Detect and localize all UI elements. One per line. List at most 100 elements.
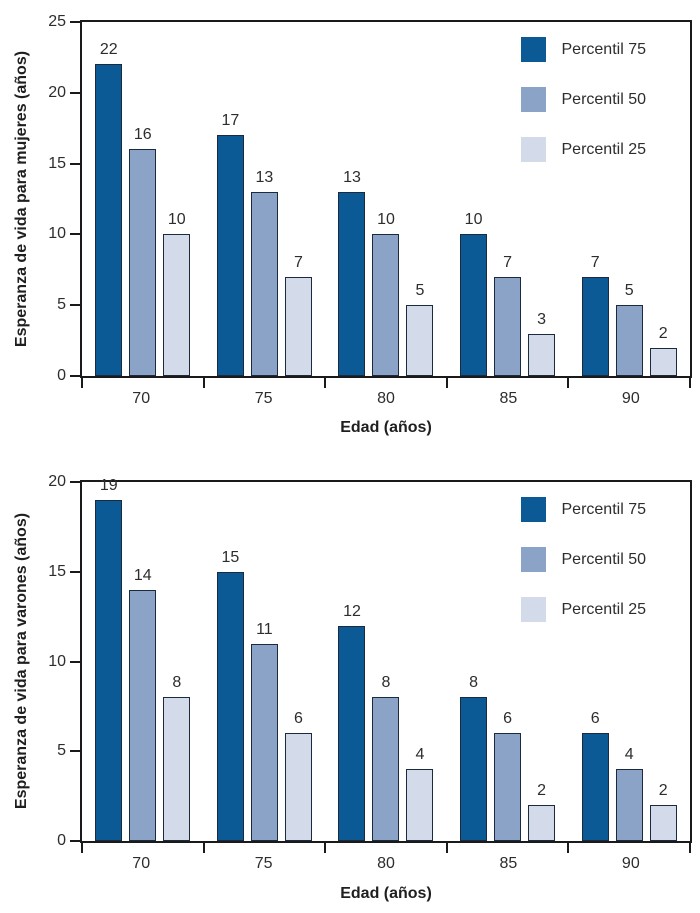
y-tick-label: 15 [48,154,66,172]
bar-percentil-75: 8 [460,675,488,841]
x-tick-mark [689,378,691,388]
bar-value-label: 22 [99,41,118,59]
x-tick-label: 75 [254,855,273,872]
y-tick-label: 5 [57,296,66,314]
x-tick-label: 85 [499,855,518,872]
bar-value-label: 15 [221,548,240,566]
bar-percentil-50: 6 [494,711,522,841]
legend-swatch-icon [520,597,546,622]
x-tick-label: 80 [377,390,395,407]
bar-percentil-75: 17 [216,113,244,376]
y-axis-title: Esperanza de vida para varones (años) [13,512,30,810]
bar-value-label: 12 [343,602,361,620]
x-tick-mark [445,843,448,853]
plot-area: 0 5 10 15 20 25 22 16 10 17 13 7 13 10 5 10 7 3 7 5 2 Perce… [48,14,692,388]
x-tick-mark [81,843,83,853]
legend-label: Percentil 25 [561,600,647,618]
bar-group-75: 15 11 6 [204,482,326,841]
bar-percentil-25: 10 [163,212,191,376]
y-tick-mark [70,375,80,377]
y-tick-label: 20 [48,473,66,490]
y-tick-mark [70,91,80,94]
x-tick-mark [689,843,691,853]
x-tick-mark [202,843,205,853]
x-tick-label: 70 [132,390,151,407]
bar-percentil-25: 7 [284,254,312,376]
bar-value-label: 3 [537,310,547,328]
bar-percentil-50: 5 [615,283,643,376]
x-tick-mark [324,843,327,853]
y-tick-mark [70,481,80,483]
bar-group-90: 7 5 2 [568,22,690,376]
bar-value-label: 6 [503,710,513,728]
y-tick-label: 0 [57,832,66,849]
bar-value-label: 7 [293,253,303,271]
y-tick-mark [70,21,80,23]
bar-value-label: 5 [415,282,425,300]
bar-value-label: 16 [133,126,152,144]
legend-item: Percentil 75 [520,497,647,522]
legend-item: Percentil 50 [520,547,646,572]
legend-swatch-icon [520,497,546,522]
bar-percentil-50: 14 [129,567,157,841]
bar-value-label: 7 [590,253,600,271]
bar-group-70: 19 14 8 [82,477,204,841]
x-tick-label: 85 [499,390,518,407]
bar-percentil-75: 7 [581,254,609,376]
y-axis-title: Esperanza de vida para mujeres (años) [13,50,30,348]
legend-item: Percentil 25 [520,137,647,162]
y-tick-label: 0 [57,367,66,384]
bar-group-70: 22 16 10 [82,22,204,376]
bar-percentil-50: 7 [494,254,522,376]
bar-percentil-25: 6 [284,711,312,841]
bar-value-label: 6 [590,710,600,728]
x-tick-label: 75 [254,390,273,407]
bar-value-label: 2 [658,782,668,800]
bar-group-85: 10 7 3 [447,22,569,376]
bar-percentil-75: 22 [95,42,123,376]
y-tick-mark [70,162,80,165]
chart-varones: Esperanza de vida para varones (años) 0 5… [0,460,700,913]
y-tick-mark [70,840,80,842]
x-tick-mark [567,378,570,388]
y-tick-mark [70,750,80,753]
bar-percentil-25: 2 [649,783,677,841]
bar-percentil-25: 3 [528,311,556,376]
legend-label: Percentil 75 [561,500,647,518]
plot-area: 0 5 10 15 20 19 14 8 15 11 6 12 8 4 8 6 2 6 4 2 Percentil … [48,474,692,853]
legend: Percentil 75 Percentil 50 Percentil 25 [520,37,647,162]
y-tick-label: 20 [48,83,66,101]
legend-label: Percentil 75 [561,40,647,58]
bar-percentil-25: 5 [406,283,434,376]
y-tick-label: 10 [48,225,66,243]
bar-value-label: 2 [537,782,547,800]
x-tick-mark [445,378,448,388]
bar-percentil-75: 13 [338,169,366,376]
bar-group-75: 17 13 7 [204,22,326,376]
bar-value-label: 11 [256,620,273,638]
legend: Percentil 75 Percentil 50 Percentil 25 [520,497,647,622]
bar-group-90: 6 4 2 [568,482,690,841]
x-tick-mark [202,378,205,388]
legend-item: Percentil 25 [520,597,647,622]
x-tick-mark [324,378,327,388]
bar-percentil-75: 15 [216,549,244,841]
y-tick-label: 15 [48,562,66,580]
chart-mujeres: Esperanza de vida para mujeres (años) 0 5… [0,0,700,455]
legend-swatch-icon [520,37,546,62]
x-axis-title: Edad (años) [340,419,432,436]
y-tick-mark [70,660,80,663]
bar-percentil-25: 8 [163,675,191,841]
y-tick-mark [70,233,80,236]
y-tick-label: 5 [57,742,66,760]
legend-label: Percentil 50 [561,90,647,108]
bar-group-80: 13 10 5 [325,22,447,376]
legend-label: Percentil 25 [561,140,647,158]
bar-percentil-75: 19 [95,477,123,841]
x-tick-label: 70 [132,855,151,872]
bar-percentil-50: 11 [250,621,278,841]
y-tick-label: 10 [48,652,66,670]
x-tick-label: 90 [621,390,640,407]
bar-percentil-50: 13 [250,169,278,376]
